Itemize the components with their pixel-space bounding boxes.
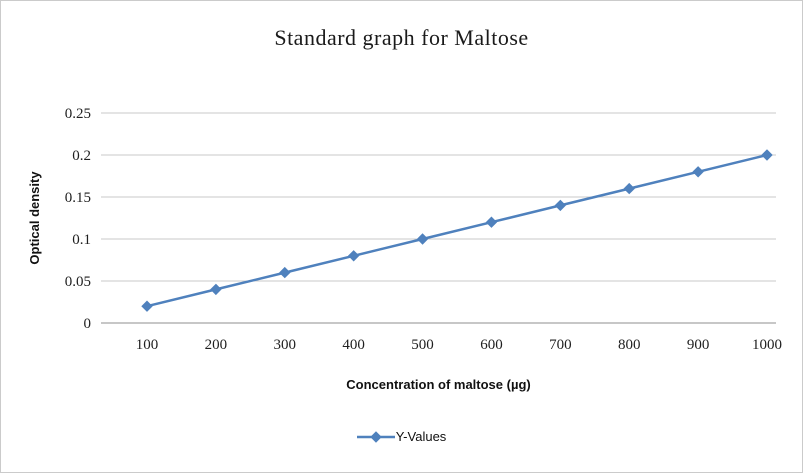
y-tick-label: 0.2 bbox=[72, 148, 91, 164]
series-line[interactable] bbox=[146, 153, 768, 308]
legend-label[interactable]: Y-Values bbox=[395, 429, 447, 444]
data-point-marker[interactable] bbox=[554, 199, 567, 212]
x-tick-label: 1000 bbox=[752, 337, 782, 353]
x-tick-label: 300 bbox=[274, 337, 297, 353]
data-point-marker[interactable] bbox=[416, 233, 429, 245]
y-tick-label: 0.15 bbox=[65, 190, 91, 206]
y-tick-label: 0.1 bbox=[72, 232, 91, 248]
data-point-marker[interactable] bbox=[347, 250, 360, 262]
x-tick-label: 500 bbox=[411, 337, 434, 353]
chart-title: Standard graph for Maltose bbox=[274, 25, 529, 50]
y-tick-label: 0.25 bbox=[65, 106, 91, 122]
x-tick-label: 900 bbox=[687, 337, 710, 353]
legend-series-marker-icon bbox=[356, 430, 395, 443]
x-tick-label: 400 bbox=[342, 337, 365, 353]
data-point-marker[interactable] bbox=[141, 300, 153, 312]
data-point-marker[interactable] bbox=[761, 149, 773, 161]
data-point-marker[interactable] bbox=[485, 216, 498, 228]
x-tick-label: 800 bbox=[618, 337, 641, 353]
x-tick-label: 200 bbox=[205, 337, 228, 353]
data-point-marker[interactable] bbox=[623, 182, 635, 195]
x-tick-label: 600 bbox=[480, 337, 503, 353]
data-point-marker[interactable] bbox=[692, 166, 704, 178]
x-tick-label: 700 bbox=[549, 337, 572, 353]
data-point-marker[interactable] bbox=[210, 283, 222, 296]
y-tick-label: 0.05 bbox=[65, 274, 91, 290]
x-axis-title: Concentration of maltose (µg) bbox=[346, 377, 531, 392]
y-tick-label: 0 bbox=[84, 316, 92, 332]
x-tick-label: 100 bbox=[136, 337, 159, 353]
legend[interactable]: Y-Values bbox=[1, 429, 802, 444]
data-point-marker[interactable] bbox=[279, 266, 291, 279]
